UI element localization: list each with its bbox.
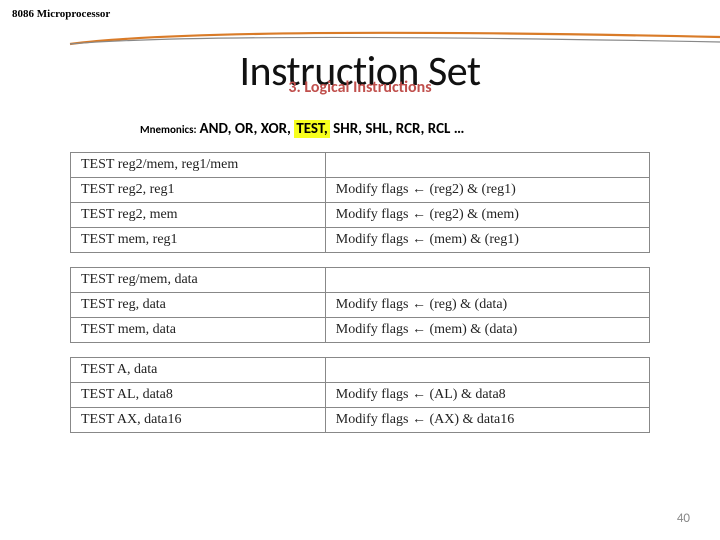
table-row: TEST reg, data Modify flags ← (reg) & (d…	[71, 293, 650, 318]
mnemonics-line: Mnemonics: AND, OR, XOR, TEST, SHR, SHL,…	[140, 120, 464, 138]
mnemonics-after: SHR, SHL, RCR, RCL …	[330, 120, 465, 138]
table-row: TEST mem, data Modify flags ← (mem) & (d…	[71, 318, 650, 343]
table-cell-right	[325, 153, 649, 178]
instruction-table-1: TEST reg2/mem, reg1/mem TEST reg2, reg1 …	[70, 152, 650, 253]
mnemonics-before: AND, OR, XOR,	[200, 120, 295, 138]
table-row: TEST reg/mem, data	[71, 268, 650, 293]
table-row: TEST AX, data16 Modify flags ← (AX) & da…	[71, 408, 650, 433]
table-cell-left: TEST reg, data	[71, 293, 326, 318]
table-cell-left: TEST mem, reg1	[71, 228, 326, 253]
table-cell-left: TEST AX, data16	[71, 408, 326, 433]
mnemonics-list: AND, OR, XOR, TEST, SHR, SHL, RCR, RCL …	[200, 120, 465, 138]
table-cell-right: Modify flags ← (reg2) & (mem)	[325, 203, 649, 228]
section-subtitle: 3. Logical Instructions	[0, 78, 720, 97]
table-cell-left: TEST reg2, reg1	[71, 178, 326, 203]
table-cell-right	[325, 358, 649, 383]
table-cell-left: TEST reg2, mem	[71, 203, 326, 228]
mnemonics-label: Mnemonics:	[140, 123, 197, 136]
table-cell-right: Modify flags ← (mem) & (data)	[325, 318, 649, 343]
table-row: TEST AL, data8 Modify flags ← (AL) & dat…	[71, 383, 650, 408]
swoosh-outer-path	[70, 33, 720, 44]
mnemonics-highlight: TEST,	[294, 120, 329, 138]
page-number: 40	[677, 511, 690, 526]
table-cell-right	[325, 268, 649, 293]
table-cell-left: TEST AL, data8	[71, 383, 326, 408]
table-cell-right: Modify flags ← (mem) & (reg1)	[325, 228, 649, 253]
tables-area: TEST reg2/mem, reg1/mem TEST reg2, reg1 …	[70, 152, 650, 447]
table-cell-left: TEST reg/mem, data	[71, 268, 326, 293]
table-cell-right: Modify flags ← (AX) & data16	[325, 408, 649, 433]
table-cell-right: Modify flags ← (reg) & (data)	[325, 293, 649, 318]
swoosh-inner-path	[70, 37, 720, 44]
table-row: TEST reg2, mem Modify flags ← (reg2) & (…	[71, 203, 650, 228]
table-row: TEST reg2, reg1 Modify flags ← (reg2) & …	[71, 178, 650, 203]
table-row: TEST reg2/mem, reg1/mem	[71, 153, 650, 178]
table-row: TEST A, data	[71, 358, 650, 383]
slide-header: 8086 Microprocessor	[12, 8, 110, 20]
table-cell-right: Modify flags ← (reg2) & (reg1)	[325, 178, 649, 203]
table-cell-left: TEST mem, data	[71, 318, 326, 343]
table-row: TEST mem, reg1 Modify flags ← (mem) & (r…	[71, 228, 650, 253]
instruction-table-2: TEST reg/mem, data TEST reg, data Modify…	[70, 267, 650, 343]
table-cell-right: Modify flags ← (AL) & data8	[325, 383, 649, 408]
table-cell-left: TEST A, data	[71, 358, 326, 383]
instruction-table-3: TEST A, data TEST AL, data8 Modify flags…	[70, 357, 650, 433]
table-cell-left: TEST reg2/mem, reg1/mem	[71, 153, 326, 178]
